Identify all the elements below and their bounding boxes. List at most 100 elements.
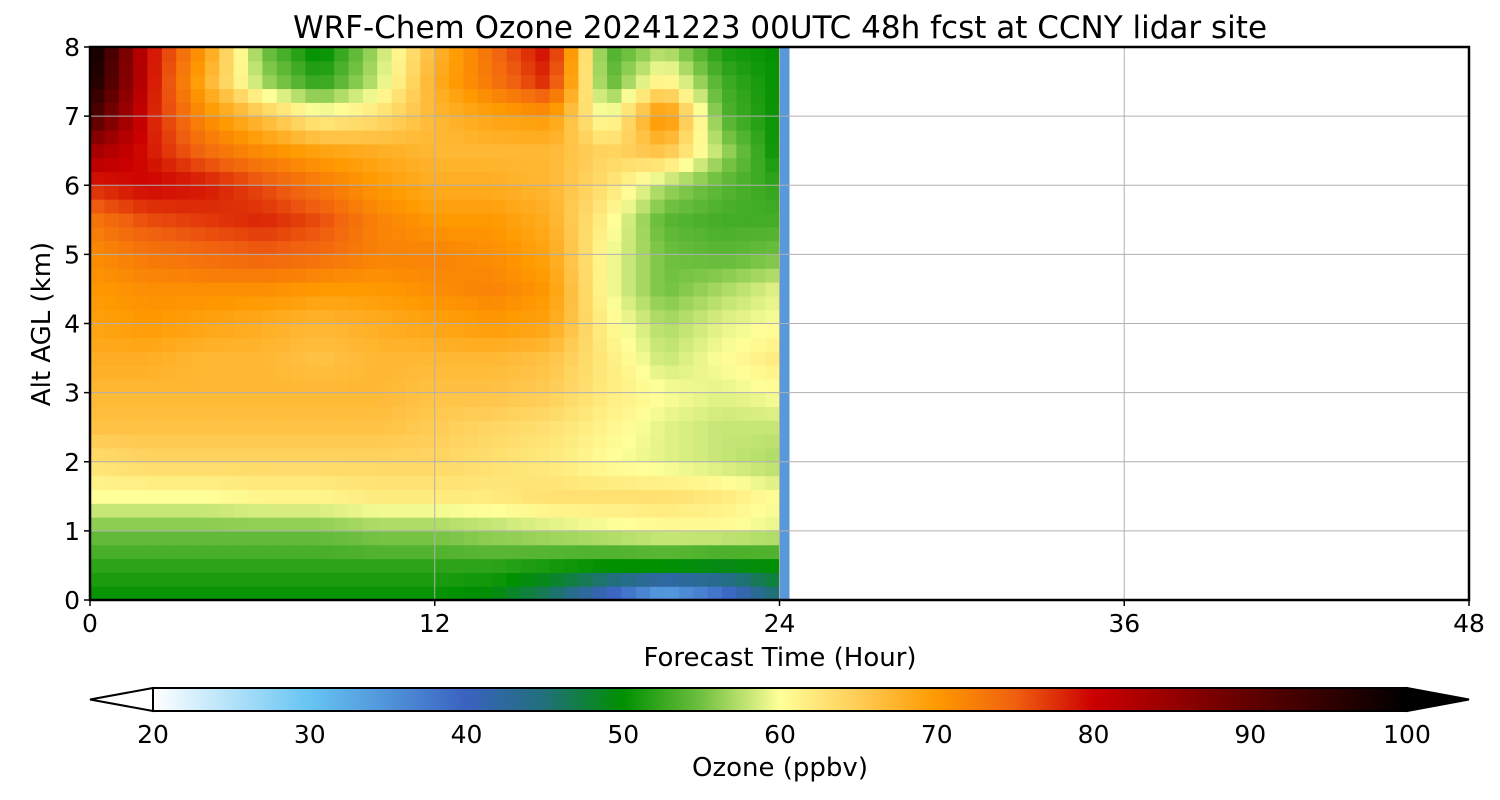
heatmap-cell [377,461,393,477]
heatmap-cell [291,240,307,255]
heatmap-cell [750,143,766,159]
heatmap-cell [161,282,177,297]
heatmap-cell [176,364,192,380]
heatmap-cell [520,530,536,546]
heatmap-cell [118,143,134,159]
heatmap-cell [233,586,249,600]
heatmap-cell [248,47,263,62]
heatmap-cell [549,295,565,311]
heatmap-cell [592,392,608,408]
heatmap-cell [319,434,335,449]
heatmap-cell [262,544,278,560]
heatmap-cell [233,171,249,186]
heatmap-cell [147,364,163,380]
heatmap-cell [707,337,723,352]
heatmap-cell [578,74,594,90]
heatmap-cell [765,392,781,408]
heatmap-cell [248,392,263,408]
heatmap-cell [118,268,134,283]
heatmap-cell [463,116,479,131]
heatmap-cell [750,351,766,366]
heatmap-cell [276,282,292,297]
heatmap-cell [736,143,752,159]
heatmap-cell [707,143,723,159]
heatmap-cell [535,434,551,449]
heatmap-cell [420,558,436,573]
heatmap-cell [578,406,594,421]
heatmap-cell [578,558,594,573]
heatmap-cell [492,461,508,477]
heatmap-cell [578,129,594,145]
heatmap-cell [449,503,465,518]
heatmap-cell [449,143,465,159]
heatmap-cell [477,558,493,573]
heatmap-cell [391,517,407,532]
heatmap-cell [190,378,206,394]
heatmap-cell [736,129,752,145]
heatmap-cell [693,544,709,560]
heatmap-cell [233,351,249,366]
heatmap-cell [506,503,522,518]
heatmap-cell [90,143,105,159]
heatmap-cell [233,572,249,587]
heatmap-cell [736,434,752,449]
heatmap-cell [722,586,738,600]
heatmap-cell [707,157,723,173]
heatmap-cell [362,116,378,131]
heatmap-cell [678,337,694,352]
heatmap-cell [190,47,206,62]
heatmap-cell [506,558,522,573]
heatmap-cell [578,351,594,366]
heatmap-cell [678,129,694,145]
heatmap-cell [104,254,120,269]
heatmap-cell [722,185,738,200]
heatmap-cell [650,461,666,477]
heatmap-cell [535,212,551,228]
heatmap-cell [707,323,723,338]
heatmap-cell [204,447,220,463]
heatmap-cell [276,323,292,338]
heatmap-cell [118,572,134,587]
heatmap-cell [765,434,781,449]
heatmap-cell [233,47,249,62]
heatmap-cell [291,364,307,380]
heatmap-cell [664,60,680,76]
heatmap-cell [592,60,608,76]
heatmap-cell [578,392,594,408]
heatmap-cell [434,420,450,435]
heatmap-cell [90,240,105,255]
heatmap-cell [147,337,163,352]
heatmap-cell [477,351,493,366]
heatmap-cell [549,282,565,297]
heatmap-cell [104,309,120,325]
heatmap-cell [305,544,321,560]
heatmap-cell [707,102,723,117]
heatmap-cell [492,378,508,394]
heatmap-cell [291,47,307,62]
heatmap-cell [118,503,134,518]
heatmap-cell [693,586,709,600]
heatmap-cell [722,517,738,532]
heatmap-cell [506,116,522,131]
heatmap-cell [492,212,508,228]
heatmap-cell [650,199,666,214]
heatmap-cell [104,157,120,173]
heatmap-cell [564,185,579,200]
heatmap-cell [607,282,623,297]
heatmap-cell [635,392,651,408]
heatmap-cell [133,351,149,366]
heatmap-cell [578,295,594,311]
heatmap-cell [635,295,651,311]
heatmap-cell [161,212,177,228]
heatmap-cell [262,530,278,546]
heatmap-cell [176,226,192,242]
heatmap-cell [578,212,594,228]
heatmap-cell [664,254,680,269]
heatmap-cell [621,434,637,449]
heatmap-cell [463,517,479,532]
heatmap-cell [607,392,623,408]
heatmap-cell [248,295,263,311]
heatmap-cell [678,185,694,200]
heatmap-cell [362,489,378,504]
heatmap-cell [750,475,766,490]
